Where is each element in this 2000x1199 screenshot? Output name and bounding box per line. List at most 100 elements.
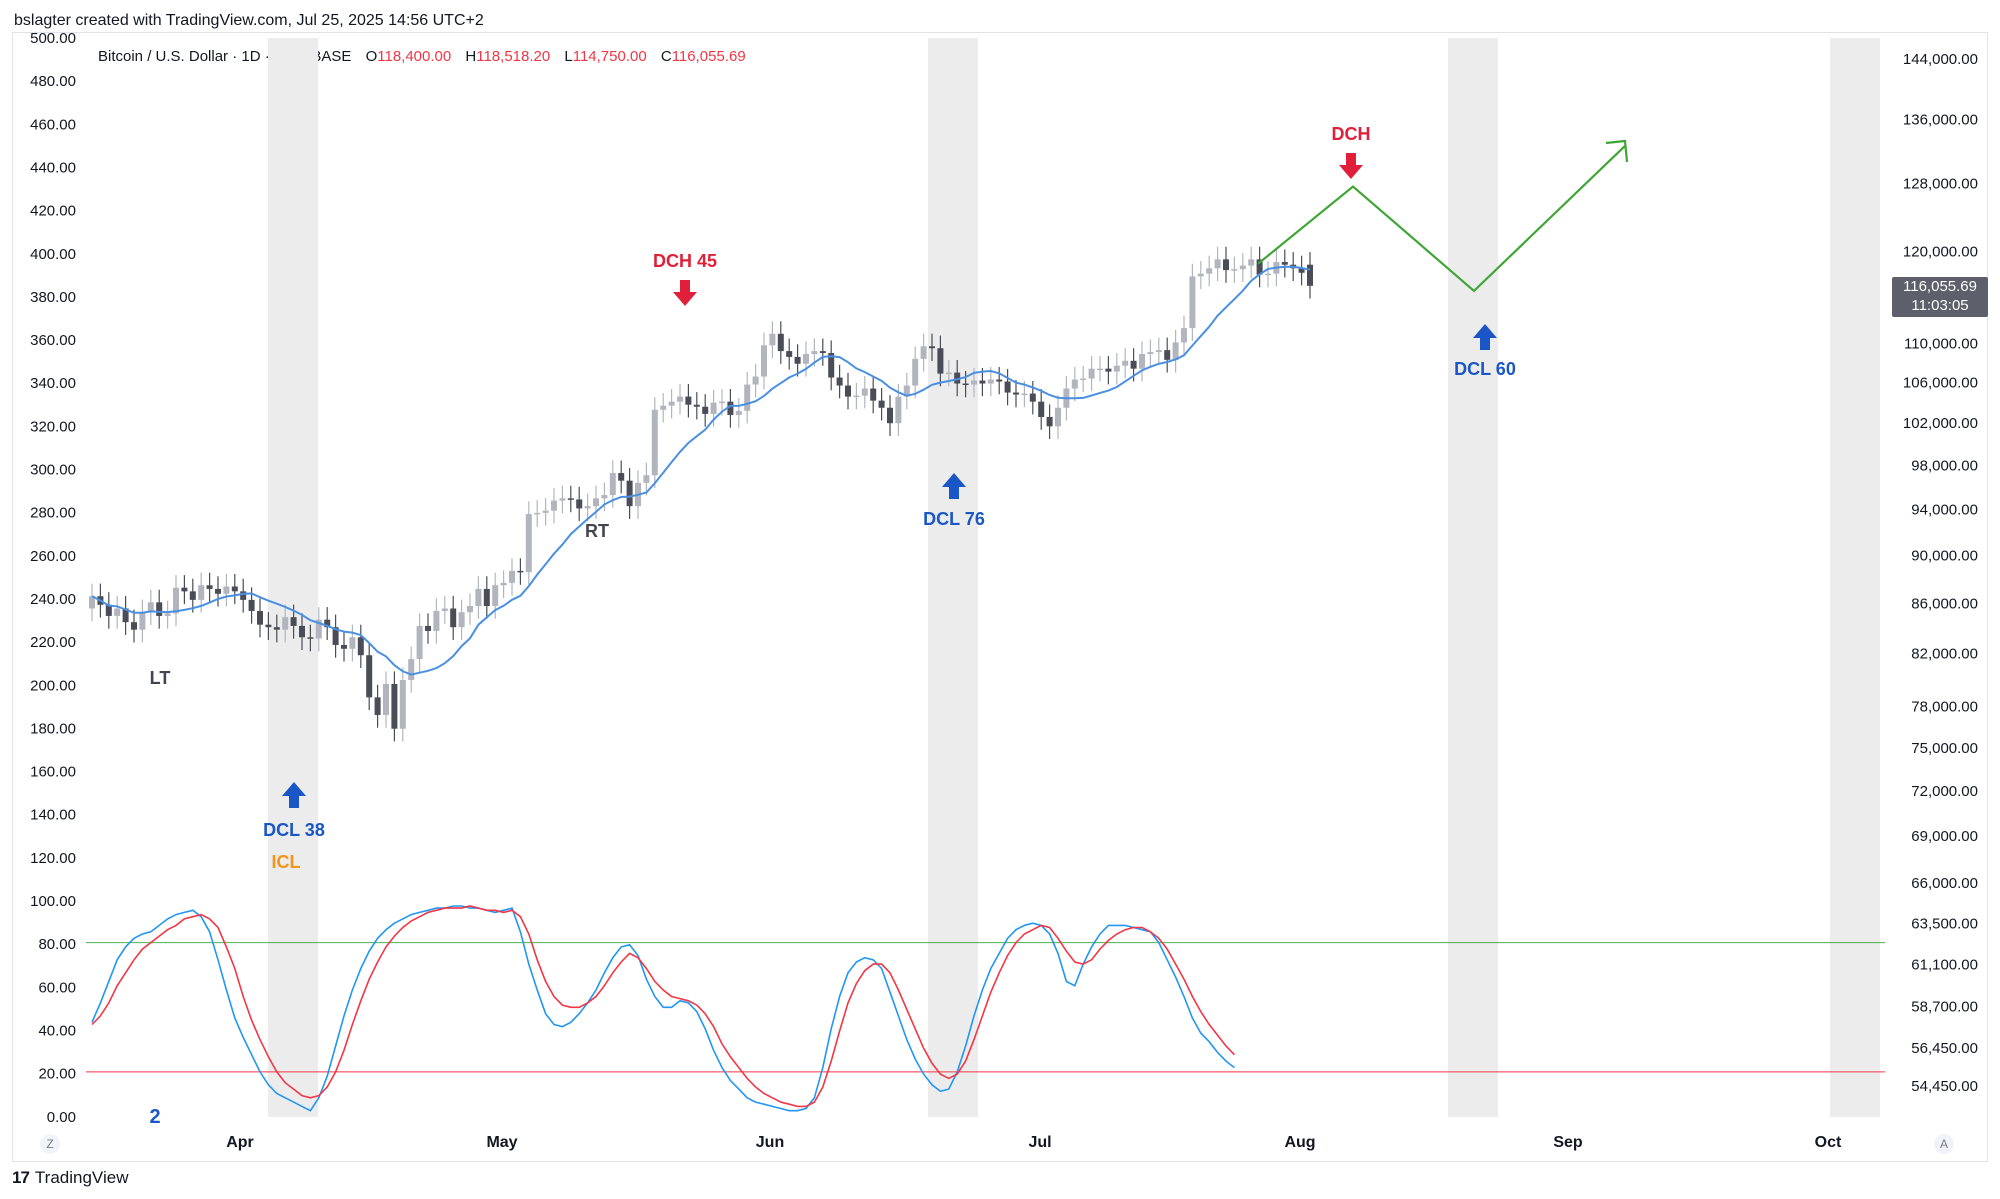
candle-body <box>945 372 952 375</box>
candle-body <box>811 351 818 355</box>
candle-body <box>979 380 986 384</box>
candle-body <box>803 354 809 364</box>
right-axis-tick: 58,700.00 <box>1911 999 1978 1016</box>
candle-body <box>861 388 868 396</box>
candle-body <box>240 591 247 600</box>
candle-body <box>1113 365 1120 372</box>
left-axis-tick: 380.00 <box>30 289 76 306</box>
left-axis-tick: 480.00 <box>30 73 76 90</box>
low-value: 114,750.00 <box>572 48 647 65</box>
candle-body <box>391 684 398 729</box>
cycle-marker-label: DCH 45 <box>653 251 717 271</box>
candle-body <box>626 480 633 507</box>
tradingview-logo-text: TradingView <box>34 1168 129 1187</box>
candle-body <box>1097 368 1103 371</box>
candle-body <box>954 372 961 384</box>
close-value: 116,055.69 <box>671 48 746 65</box>
cycle-band-1 <box>928 38 978 1117</box>
left-axis-tick: 340.00 <box>30 375 76 392</box>
left-axis-tick: 420.00 <box>30 203 76 220</box>
candle-body <box>971 380 977 385</box>
candle-body <box>567 498 574 500</box>
candle-body <box>1239 265 1246 270</box>
candle-body <box>416 625 423 660</box>
cycle-marker-label: DCL 60 <box>1454 359 1516 379</box>
candle-body <box>383 684 389 715</box>
candle-body <box>1122 360 1129 366</box>
right-axis-tick: 69,000.00 <box>1911 828 1978 845</box>
candle-body <box>1223 259 1229 271</box>
right-axis-tick: 94,000.00 <box>1911 501 1978 518</box>
left-axis-tick: 400.00 <box>30 246 76 263</box>
candle-body <box>307 637 314 639</box>
candle-body <box>173 587 179 614</box>
candle-body <box>139 612 146 630</box>
candle-body <box>1265 273 1271 276</box>
candle-body <box>483 588 490 607</box>
high-value: 118,518.20 <box>476 48 551 65</box>
x-axis-tick: Oct <box>1815 1134 1842 1151</box>
candle-body <box>1155 350 1162 353</box>
candle-body <box>282 617 289 630</box>
left-axis-tick: 20.00 <box>38 1066 76 1083</box>
candle-body <box>1164 350 1171 360</box>
left-axis-tick: 260.00 <box>30 548 76 565</box>
candle-body <box>181 587 188 592</box>
high-label: H <box>465 48 477 65</box>
timezone-toggle-button[interactable]: Z <box>40 1134 60 1154</box>
candle-body <box>299 625 305 638</box>
candle-body <box>929 346 935 349</box>
candle-body <box>1046 416 1053 427</box>
candle-body <box>677 396 683 402</box>
cycle-low-arrow-icon <box>282 782 306 808</box>
candle-body <box>206 585 213 589</box>
left-axis-tick: 200.00 <box>30 677 76 694</box>
x-axis-tick: Jul <box>1028 1134 1051 1151</box>
candle-body <box>794 356 801 364</box>
right-axis-tick: 128,000.00 <box>1903 175 1978 192</box>
cycle-band-2 <box>1448 38 1498 1117</box>
candle-body <box>593 498 599 507</box>
candle-body <box>1013 392 1019 395</box>
x-axis-tick: Apr <box>226 1134 254 1151</box>
candle-body <box>525 514 532 573</box>
moving-average-line <box>91 265 1311 676</box>
right-axis-tick: 66,000.00 <box>1911 875 1978 892</box>
auto-scale-button[interactable]: A <box>1934 1134 1954 1154</box>
candle-body <box>500 582 507 586</box>
cycle-marker-label: DCL 76 <box>923 509 985 529</box>
left-axis-tick: 220.00 <box>30 634 76 651</box>
candle-body <box>1004 381 1011 393</box>
candle-body <box>1029 393 1036 402</box>
right-axis-tick: 56,450.00 <box>1911 1040 1978 1057</box>
left-axis-tick: 300.00 <box>30 462 76 479</box>
candle-body <box>878 400 885 408</box>
cycle-marker-label: DCH <box>1332 124 1371 144</box>
left-axis-tick: 240.00 <box>30 591 76 608</box>
candle-body <box>1197 273 1204 277</box>
candle-body <box>1139 354 1145 369</box>
candle-body <box>719 401 725 404</box>
left-axis-tick: 60.00 <box>38 979 76 996</box>
stoch-k-line <box>91 905 1235 1112</box>
x-axis-tick: Jun <box>756 1134 784 1151</box>
right-axis-tick: 61,100.00 <box>1911 956 1978 973</box>
projection-arrowhead <box>1605 139 1629 163</box>
last-price-badge: 116,055.69 11:03:05 <box>1892 277 1988 317</box>
candle-body <box>996 379 1003 382</box>
right-axis-tick: 120,000.00 <box>1903 244 1978 261</box>
candle-body <box>601 495 608 499</box>
candle-body <box>668 401 675 406</box>
left-axis-tick: 180.00 <box>30 720 76 737</box>
candle-body <box>609 473 616 496</box>
cycle-low-arrow-icon <box>1473 324 1497 350</box>
cycle-marker-label: ICL <box>272 852 301 872</box>
projection-line <box>1257 145 1626 293</box>
last-price-value: 116,055.69 <box>1903 278 1977 295</box>
candle-body <box>937 348 944 374</box>
candle-body <box>1189 276 1196 329</box>
candle-body <box>769 333 776 346</box>
candle-body <box>618 473 625 481</box>
candle-body <box>332 627 339 645</box>
